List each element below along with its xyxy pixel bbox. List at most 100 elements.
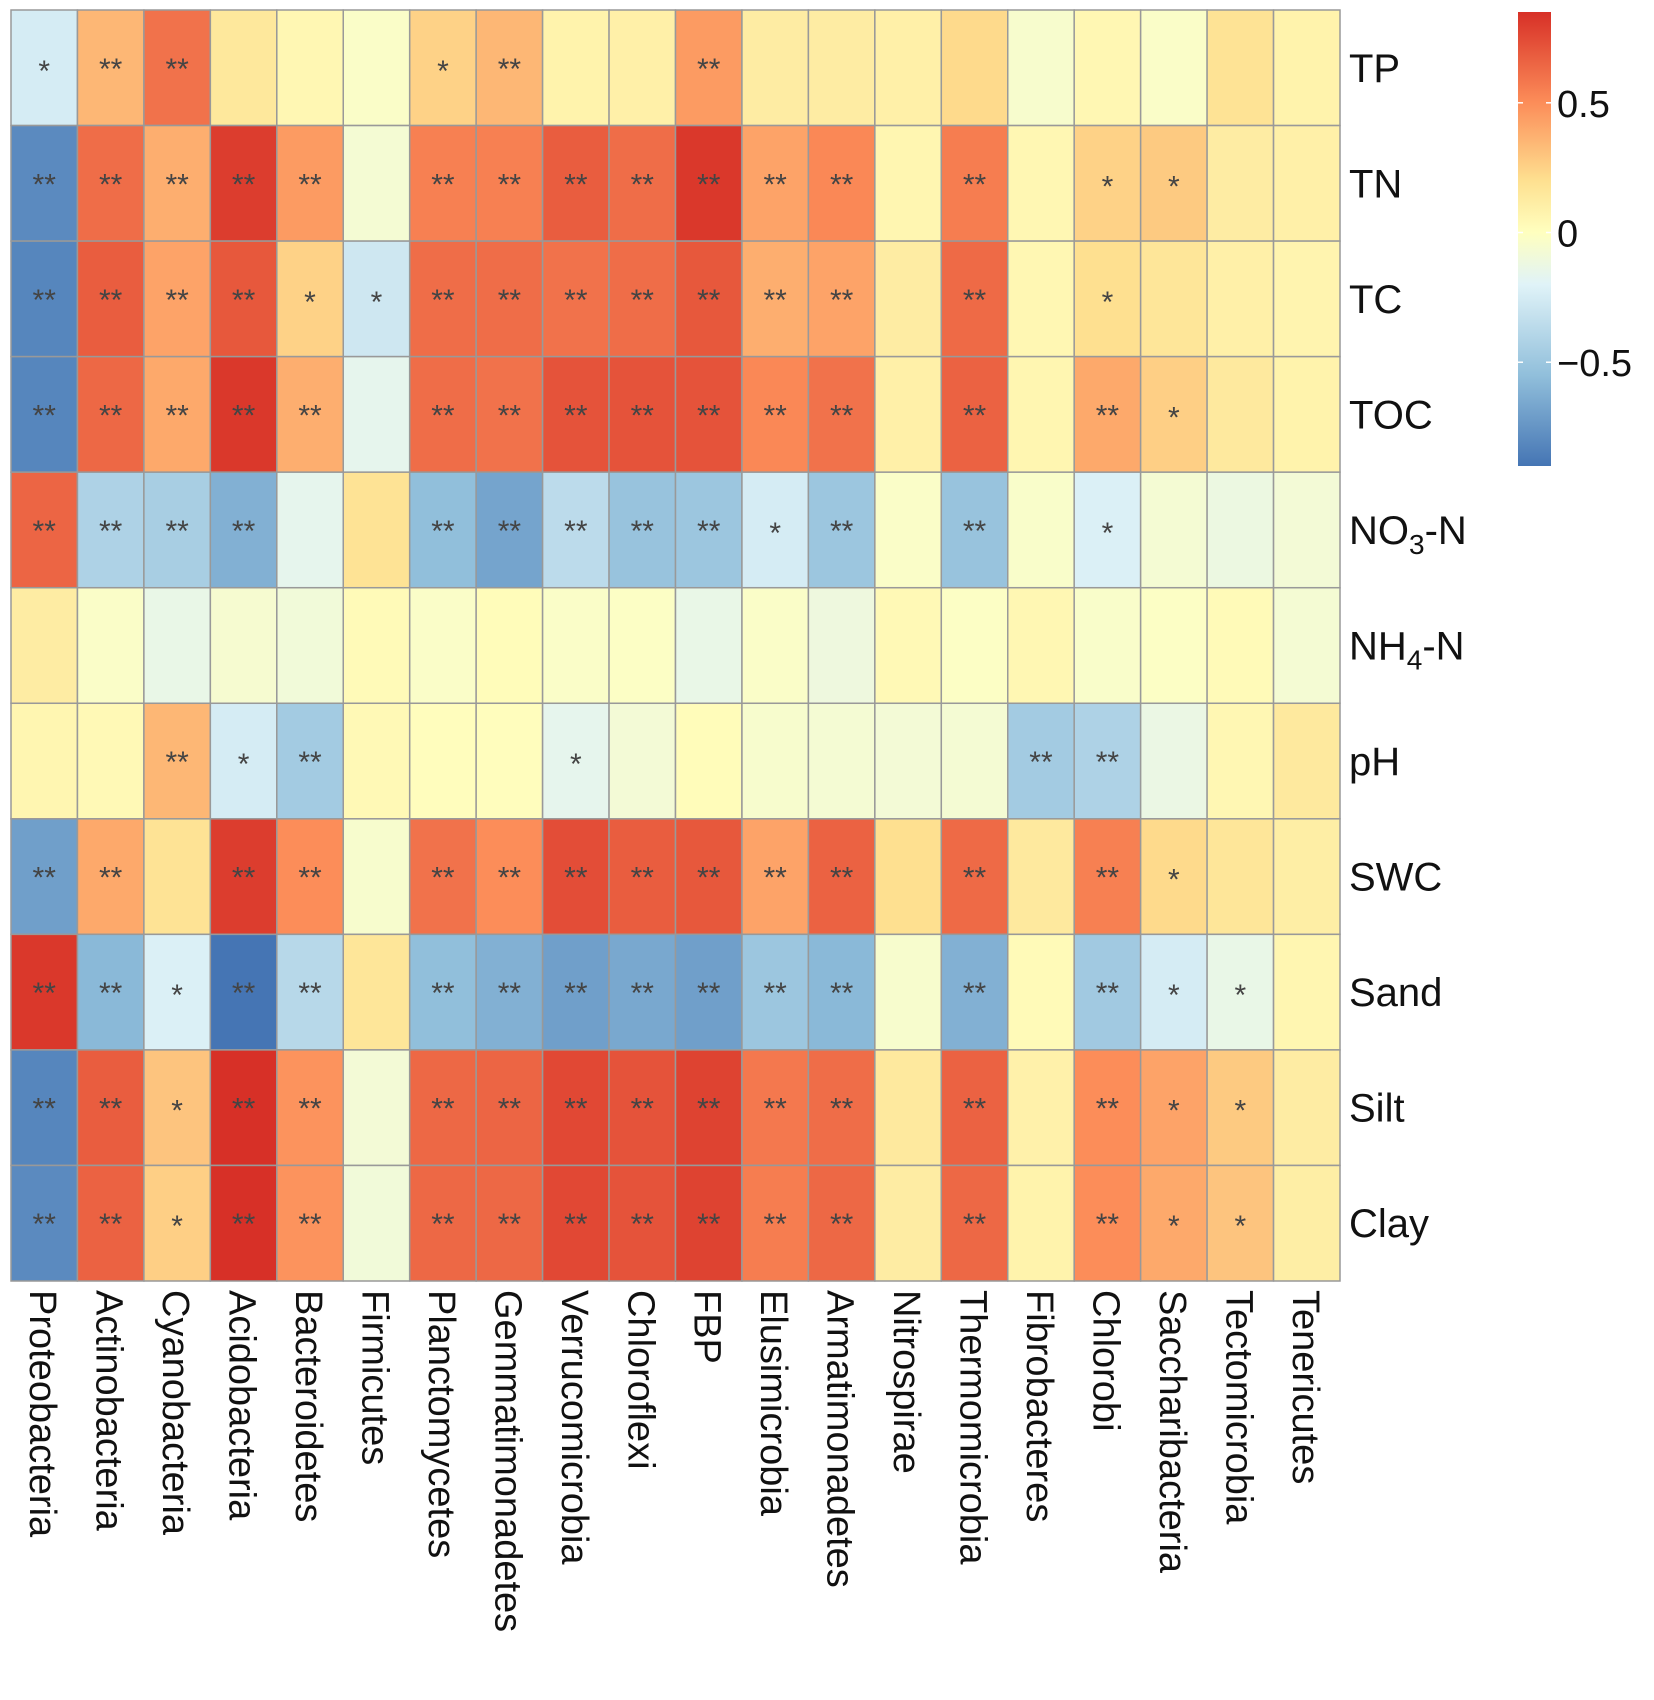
heatmap-cell	[1272, 702, 1341, 820]
heatmap-cell	[541, 818, 610, 936]
column-labels: Proteobacteria Actinobacteria Cyanobacteri…	[21, 1290, 1326, 1632]
heatmap-cell	[209, 124, 278, 242]
heatmap-cell	[608, 240, 677, 358]
heatmap-cell	[10, 702, 79, 820]
significance-marker: **	[431, 862, 455, 895]
heatmap-cell	[1073, 1164, 1142, 1282]
significance-marker: **	[963, 1208, 987, 1241]
heatmap-cell	[1007, 355, 1075, 473]
heatmap-cell	[874, 818, 943, 936]
heatmap-cell	[608, 818, 677, 936]
heatmap-cell	[1272, 240, 1341, 358]
heatmap-cell	[408, 355, 477, 473]
significance-marker: **	[99, 399, 123, 432]
heatmap-cell	[940, 818, 1009, 936]
significance-marker: *	[437, 55, 449, 88]
heatmap-cell	[76, 471, 145, 589]
significance-marker: **	[830, 515, 854, 548]
significance-marker: **	[1096, 862, 1120, 895]
significance-marker: **	[763, 168, 787, 201]
significance-marker: **	[165, 746, 189, 779]
row-label: TN	[1349, 162, 1402, 206]
heatmap-cell	[209, 818, 278, 936]
significance-marker: **	[431, 284, 455, 317]
significance-marker: **	[298, 168, 322, 201]
heatmap-cell	[940, 9, 1009, 127]
heatmap-cell	[1073, 471, 1142, 589]
heatmap-cell	[940, 933, 1009, 1051]
significance-marker: **	[232, 977, 256, 1010]
significance-marker: **	[232, 399, 256, 432]
significance-marker: **	[697, 862, 721, 895]
column-label: Chloroflexi	[619, 1290, 661, 1470]
significance-marker: **	[564, 399, 588, 432]
significance-marker: **	[697, 284, 721, 317]
heatmap-cell	[940, 1049, 1009, 1167]
significance-marker: *	[238, 748, 250, 781]
significance-marker: **	[631, 168, 655, 201]
significance-marker: **	[33, 977, 57, 1010]
heatmap-cell	[276, 818, 344, 936]
heatmap-cell	[541, 1049, 610, 1167]
heatmap-cell	[76, 9, 145, 127]
heatmap-cell	[541, 586, 610, 705]
significance-marker: **	[564, 515, 588, 548]
significance-marker: **	[697, 1093, 721, 1126]
significance-marker: **	[763, 1093, 787, 1126]
significance-marker: **	[99, 862, 123, 895]
heatmap-cell	[209, 586, 278, 705]
significance-marker: *	[1234, 979, 1246, 1012]
column-label: Saccharibacteria	[1151, 1290, 1193, 1574]
heatmap-cell	[874, 240, 943, 358]
heatmap-cell	[143, 471, 212, 589]
heatmap-cell	[408, 471, 477, 589]
significance-marker: **	[1096, 399, 1120, 432]
significance-marker: **	[165, 399, 189, 432]
heatmap-cell	[276, 702, 344, 820]
heatmap-cell	[342, 702, 411, 820]
heatmap-cell	[1139, 124, 1208, 242]
heatmap-cell	[1007, 471, 1075, 589]
heatmap-cell	[874, 702, 943, 820]
significance-marker: **	[631, 977, 655, 1010]
significance-marker: **	[431, 515, 455, 548]
heatmap-cell	[342, 933, 411, 1051]
heatmap-cell	[807, 1164, 876, 1282]
heatmap-cell	[1007, 240, 1075, 358]
heatmap-cell	[408, 586, 477, 705]
heatmap-cell	[1073, 9, 1142, 127]
heatmap-cell	[541, 9, 610, 127]
heatmap-cell	[807, 586, 876, 705]
heatmap-cell	[1073, 124, 1142, 242]
heatmap-cell	[608, 355, 677, 473]
heatmap-cell	[143, 818, 212, 936]
significance-marker: **	[232, 284, 256, 317]
heatmap-cell	[541, 124, 610, 242]
significance-marker: **	[763, 284, 787, 317]
heatmap-cell	[874, 124, 943, 242]
significance-marker: **	[963, 1093, 987, 1126]
color-legend: 0.5 0 −0.5	[1518, 12, 1632, 466]
heatmap-cell	[76, 818, 145, 936]
heatmap-cell	[608, 586, 677, 705]
heatmap-cell	[741, 1164, 810, 1282]
heatmap-cell	[1272, 933, 1341, 1051]
heatmap-cell	[10, 9, 79, 127]
column-label: Verrucomicrobia	[553, 1290, 595, 1565]
significance-marker: **	[697, 977, 721, 1010]
significance-marker: **	[498, 515, 522, 548]
significance-marker: **	[33, 862, 57, 895]
significance-marker: **	[963, 862, 987, 895]
column-label: Tenericutes	[1284, 1290, 1326, 1484]
column-label: Proteobacteria	[21, 1290, 63, 1538]
heatmap-cell	[1272, 471, 1341, 589]
heatmap-cell	[674, 818, 743, 936]
heatmap-cell	[1206, 355, 1275, 473]
significance-marker: **	[431, 977, 455, 1010]
heatmap-cell	[1007, 702, 1075, 820]
significance-marker: **	[963, 977, 987, 1010]
heatmap-cell	[1139, 818, 1208, 936]
column-label: Actinobacteria	[88, 1290, 130, 1532]
heatmap-cell	[674, 9, 743, 127]
heatmap-cell	[940, 702, 1009, 820]
